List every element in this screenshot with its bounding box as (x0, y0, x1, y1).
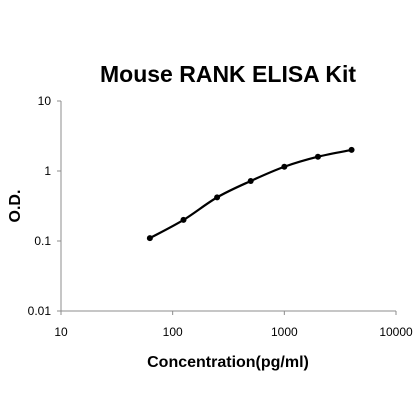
x-tick-label: 10000 (379, 325, 413, 339)
data-point (281, 163, 288, 170)
x-axis-label: Concentration(pg/ml) (147, 354, 309, 371)
x-tick-label: 100 (163, 325, 183, 339)
y-tick-label: 10 (38, 94, 52, 108)
y-axis-label: O.D. (7, 190, 24, 223)
data-point (348, 146, 355, 153)
y-tick-label: 0.01 (28, 304, 52, 318)
x-tick-label: 10 (54, 325, 68, 339)
y-tick-label: 0.1 (34, 234, 51, 248)
series-line (149, 148, 352, 240)
series-layer (146, 146, 355, 242)
data-point (214, 194, 221, 201)
y-tick-label: 1 (44, 164, 51, 178)
x-ticks: 10 100 1000 10000 (54, 311, 413, 339)
data-point (314, 153, 321, 160)
axes (60, 101, 396, 312)
data-point (247, 177, 254, 184)
x-tick-label: 1000 (271, 325, 298, 339)
data-point (180, 216, 187, 223)
data-point (146, 235, 153, 242)
chart-title: Mouse RANK ELISA Kit (100, 61, 356, 87)
y-ticks: 0.01 0.1 1 10 (28, 94, 61, 318)
